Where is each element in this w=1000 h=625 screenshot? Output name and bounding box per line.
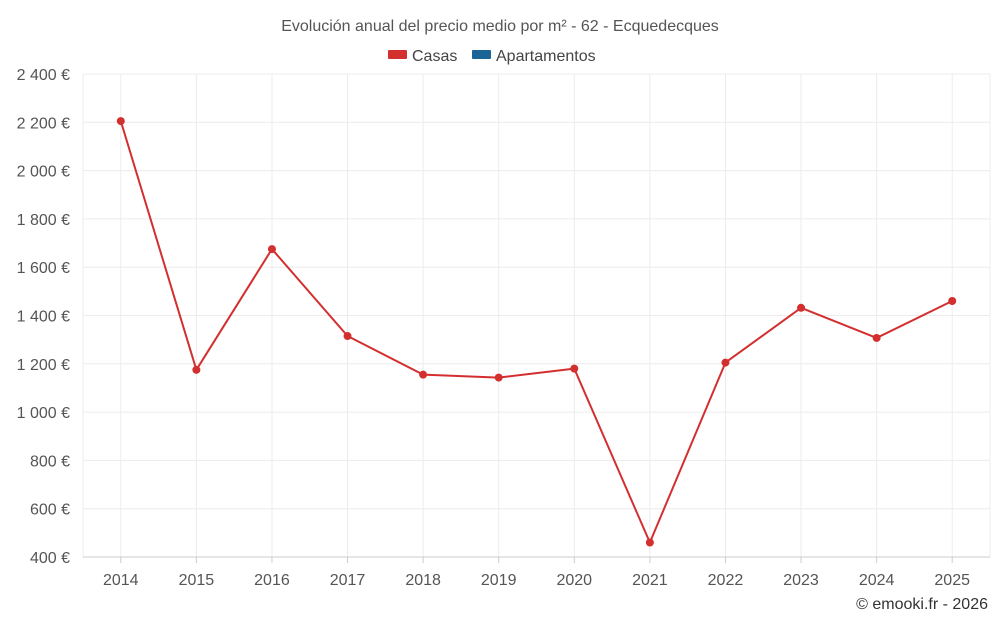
series-layer xyxy=(116,117,957,547)
chart-title: Evolución anual del precio medio por m² … xyxy=(281,18,719,35)
x-tick-label: 2014 xyxy=(103,572,139,589)
x-tick-label: 2017 xyxy=(330,572,366,589)
data-point[interactable] xyxy=(797,303,806,312)
x-tick-label: 2016 xyxy=(254,572,290,589)
data-point[interactable] xyxy=(570,364,579,373)
series-line-casas xyxy=(119,120,953,544)
y-tick-label: 800 € xyxy=(30,453,70,470)
x-tick-label: 2021 xyxy=(632,572,668,589)
y-tick-label: 400 € xyxy=(30,550,70,567)
x-tick-label: 2018 xyxy=(405,572,441,589)
y-tick-label: 1 200 € xyxy=(17,357,70,374)
y-tick-label: 1 600 € xyxy=(17,260,70,277)
data-point[interactable] xyxy=(192,365,201,374)
y-tick-label: 1 400 € xyxy=(17,309,70,326)
data-point[interactable] xyxy=(419,370,428,379)
x-tick-label: 2022 xyxy=(708,572,744,589)
legend-swatch-apartamentos xyxy=(472,50,491,59)
legend-swatch-casas xyxy=(388,50,407,59)
data-point[interactable] xyxy=(645,538,654,547)
y-tick-label: 2 200 € xyxy=(17,115,70,132)
legend-item-casas[interactable]: Casas xyxy=(388,48,457,65)
y-tick-label: 1 800 € xyxy=(17,212,70,229)
x-tick-label: 2015 xyxy=(179,572,215,589)
legend-label-casas: Casas xyxy=(412,48,457,65)
legend-label-apartamentos: Apartamentos xyxy=(496,48,596,65)
data-point[interactable] xyxy=(872,333,881,342)
y-tick-label: 2 000 € xyxy=(17,164,70,181)
grid xyxy=(82,73,991,558)
data-point[interactable] xyxy=(116,117,125,126)
x-tick-label: 2019 xyxy=(481,572,517,589)
y-tick-label: 2 400 € xyxy=(17,67,70,84)
legend: Casas Apartamentos xyxy=(388,48,596,65)
x-axis: 2014 2015 2016 2017 2018 2019 2020 2021 2022 2023… xyxy=(83,556,990,589)
credit-text: © emooki.fr - 2026 xyxy=(856,596,988,613)
x-tick-label: 2025 xyxy=(934,572,970,589)
data-point[interactable] xyxy=(343,332,352,341)
legend-item-apartamentos[interactable]: Apartamentos xyxy=(472,48,596,65)
x-tick-label: 2024 xyxy=(859,572,895,589)
data-point[interactable] xyxy=(948,297,957,306)
y-axis: 400 € 600 € 800 € 1 000 € 1 200 € 1 400 € 1 60… xyxy=(17,67,70,567)
data-point[interactable] xyxy=(267,245,276,254)
data-point[interactable] xyxy=(494,373,503,382)
x-tick-label: 2020 xyxy=(556,572,592,589)
y-tick-label: 600 € xyxy=(30,502,70,519)
data-point[interactable] xyxy=(721,358,730,367)
x-tick-label: 2023 xyxy=(783,572,819,589)
y-tick-label: 1 000 € xyxy=(17,405,70,422)
